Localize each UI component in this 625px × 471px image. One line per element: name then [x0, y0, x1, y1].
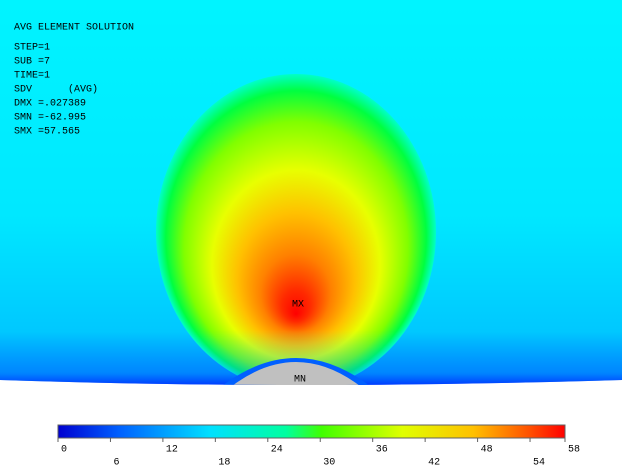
colorbar-tick-label: 0	[61, 445, 67, 456]
colorbar-tick-label: 48	[481, 445, 493, 456]
colorbar	[57, 424, 566, 439]
contour-field	[0, 0, 622, 385]
header-line: SUB =7	[14, 57, 50, 68]
colorbar-tick-label: 54	[533, 458, 545, 469]
header-line: DMX =.027389	[14, 99, 86, 110]
colorbar-tick-label: 12	[166, 445, 178, 456]
colorbar-tick-label: 18	[218, 458, 230, 469]
colorbar-tick-label: 24	[271, 445, 283, 456]
header-line: STEP=1	[14, 43, 50, 54]
bump	[232, 362, 360, 385]
colorbar-tick-label: 36	[376, 445, 388, 456]
header-line: AVG ELEMENT SOLUTION	[14, 23, 134, 34]
header-line: SMX =57.565	[14, 127, 80, 138]
header-line: SMN =-62.995	[14, 113, 86, 124]
colorbar-tick-label: 42	[428, 458, 440, 469]
header: AVG ELEMENT SOLUTION STEP=1 SUB =7 TIME=1 SD…	[14, 23, 134, 138]
header-line: SDV (AVG)	[14, 84, 98, 96]
stress-bulb	[156, 74, 436, 385]
max-label: MX	[292, 300, 304, 311]
colorbar-tick-label: 30	[323, 458, 335, 469]
colorbar-tick-label: 58	[568, 445, 580, 456]
min-label: MN	[294, 375, 306, 386]
colorbar-ticks: 0 6 12 18 24 30 36 42 48 54 58	[57, 438, 580, 469]
header-line: TIME=1	[14, 71, 50, 82]
colorbar-tick-label: 6	[113, 458, 119, 469]
